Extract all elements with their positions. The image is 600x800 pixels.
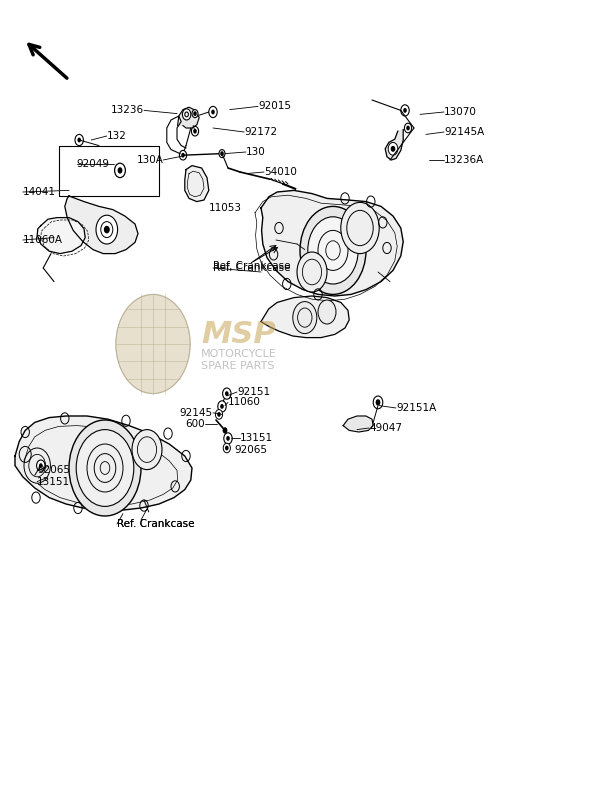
Circle shape: [132, 430, 162, 470]
Circle shape: [223, 388, 231, 399]
Text: 92065: 92065: [234, 445, 267, 454]
Circle shape: [24, 448, 50, 483]
Circle shape: [116, 294, 190, 394]
Circle shape: [223, 443, 230, 453]
Polygon shape: [261, 296, 349, 338]
Circle shape: [209, 106, 217, 118]
Text: 92151A: 92151A: [396, 403, 436, 413]
Text: 92145: 92145: [180, 408, 213, 418]
Circle shape: [69, 420, 141, 516]
Text: Ref. Crankcase: Ref. Crankcase: [213, 263, 290, 273]
Circle shape: [376, 399, 380, 406]
Circle shape: [193, 111, 197, 116]
Circle shape: [401, 105, 409, 116]
Polygon shape: [385, 130, 403, 160]
Circle shape: [308, 217, 358, 284]
Text: Ref. Crankcase: Ref. Crankcase: [213, 261, 290, 270]
Circle shape: [388, 142, 398, 155]
Circle shape: [96, 215, 118, 244]
Circle shape: [76, 430, 134, 506]
Circle shape: [223, 427, 227, 434]
Circle shape: [182, 109, 191, 120]
Circle shape: [211, 110, 215, 114]
Text: 14041: 14041: [23, 187, 56, 197]
Polygon shape: [261, 190, 403, 296]
Circle shape: [181, 153, 185, 158]
Circle shape: [293, 302, 317, 334]
Text: 92151: 92151: [237, 387, 270, 397]
Text: 600: 600: [185, 419, 205, 429]
Circle shape: [193, 129, 197, 134]
Circle shape: [220, 404, 224, 409]
Text: 13236A: 13236A: [444, 155, 484, 165]
Circle shape: [179, 150, 187, 160]
Circle shape: [341, 202, 379, 254]
Polygon shape: [65, 196, 138, 254]
Polygon shape: [15, 416, 192, 510]
Circle shape: [220, 151, 224, 156]
Polygon shape: [343, 416, 373, 432]
Circle shape: [75, 134, 83, 146]
Text: 130: 130: [246, 147, 266, 157]
Text: MSP: MSP: [201, 320, 276, 349]
Circle shape: [192, 110, 198, 118]
Polygon shape: [178, 107, 199, 128]
Circle shape: [115, 163, 125, 178]
Polygon shape: [37, 218, 85, 254]
Circle shape: [225, 391, 229, 396]
Text: 92049: 92049: [77, 159, 110, 169]
Circle shape: [118, 167, 122, 174]
Circle shape: [297, 252, 327, 292]
Text: Ref. Crankcase: Ref. Crankcase: [117, 519, 194, 529]
Text: 132: 132: [107, 131, 127, 141]
Text: 54010: 54010: [264, 167, 297, 177]
Text: 11060: 11060: [228, 398, 261, 407]
Circle shape: [218, 401, 226, 412]
Text: 92015: 92015: [258, 102, 291, 111]
Text: 13236: 13236: [111, 106, 144, 115]
Text: 13151: 13151: [240, 434, 273, 443]
Text: 92065: 92065: [37, 466, 70, 475]
Text: 13070: 13070: [444, 107, 477, 117]
Circle shape: [39, 463, 43, 468]
Circle shape: [219, 150, 225, 158]
Circle shape: [224, 433, 232, 444]
Polygon shape: [185, 166, 209, 202]
Circle shape: [191, 126, 199, 136]
Circle shape: [406, 126, 410, 130]
Circle shape: [226, 436, 230, 441]
Circle shape: [403, 108, 407, 113]
Text: 130A: 130A: [136, 155, 163, 165]
Text: Ref. Crankcase: Ref. Crankcase: [117, 519, 194, 529]
Text: 92172: 92172: [244, 127, 277, 137]
Circle shape: [404, 123, 412, 133]
Circle shape: [77, 138, 81, 142]
Text: 49047: 49047: [369, 423, 402, 433]
Circle shape: [373, 396, 383, 409]
Circle shape: [300, 206, 366, 294]
Circle shape: [391, 146, 395, 151]
Circle shape: [37, 460, 45, 471]
Circle shape: [217, 412, 221, 417]
Circle shape: [318, 300, 336, 324]
Circle shape: [104, 226, 109, 233]
Text: SPARE PARTS: SPARE PARTS: [201, 361, 275, 370]
Text: 13151: 13151: [37, 477, 70, 486]
Text: 11053: 11053: [209, 203, 242, 213]
Text: 11060A: 11060A: [23, 235, 63, 245]
Circle shape: [215, 410, 223, 419]
Text: MOTORCYCLE: MOTORCYCLE: [201, 349, 277, 358]
Text: 92145A: 92145A: [444, 127, 484, 137]
Circle shape: [225, 446, 229, 450]
